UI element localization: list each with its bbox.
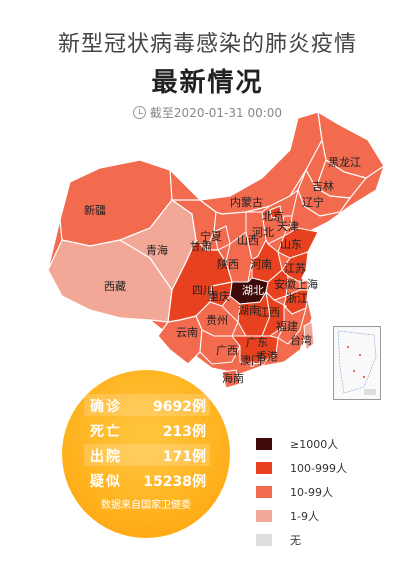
province-label-shanxi: 山西 bbox=[237, 234, 259, 247]
south-china-sea-islands bbox=[337, 330, 377, 395]
legend-label: 100-999人 bbox=[290, 462, 347, 475]
province-label-fujian: 福建 bbox=[276, 319, 298, 333]
province-label-xinjiang: 新疆 bbox=[84, 203, 106, 217]
stat-suspected: 疑似 15238例 bbox=[90, 474, 206, 490]
legend-label: 无 bbox=[290, 534, 301, 547]
province-label-anhui: 安徽 bbox=[274, 277, 296, 291]
clock-icon bbox=[132, 106, 146, 119]
stat-deaths: 死亡 213例 bbox=[90, 424, 206, 440]
province-guangxi bbox=[199, 329, 241, 365]
province-label-guizhou: 贵州 bbox=[206, 314, 228, 327]
stats-bar-confirmed bbox=[84, 394, 210, 416]
province-label-guangxi: 广西 bbox=[216, 344, 238, 357]
south-china-sea-inset bbox=[333, 326, 381, 400]
province-label-ningxia: 宁夏 bbox=[200, 229, 222, 243]
province-fujian bbox=[277, 304, 307, 345]
source-note: 数据来自国家卫健委 bbox=[101, 500, 191, 511]
province-jiangxi bbox=[261, 290, 287, 337]
legend-label: 1-9人 bbox=[290, 510, 319, 523]
province-guangdong bbox=[230, 335, 279, 365]
legend-swatch bbox=[256, 510, 272, 522]
province-label-hebei: 河北 bbox=[252, 226, 274, 239]
province-xizang bbox=[47, 239, 173, 323]
province-hongkong bbox=[258, 358, 266, 366]
page-title: 新型冠状病毒感染的肺炎疫情 bbox=[57, 32, 357, 57]
province-label-taiwan: 台湾 bbox=[290, 333, 312, 347]
province-label-jiangsu: 江苏 bbox=[284, 262, 306, 275]
province-label-shaanxi: 陕西 bbox=[217, 257, 239, 271]
province-tianjin bbox=[281, 215, 293, 229]
province-taiwan bbox=[303, 321, 315, 351]
province-label-jilin: 吉林 bbox=[312, 179, 334, 193]
province-label-neimenggu: 内蒙古 bbox=[230, 195, 263, 209]
province-label-macau: 澳门 bbox=[240, 353, 262, 367]
province-label-chongqing: 重庆 bbox=[208, 289, 230, 303]
province-neimenggu bbox=[198, 111, 323, 215]
stats-summary bbox=[62, 370, 230, 538]
province-label-zhejiang: 浙江 bbox=[286, 292, 308, 305]
province-label-hubei: 湖北 bbox=[242, 284, 264, 297]
legend-swatch bbox=[256, 462, 272, 474]
legend-label: ≥1000人 bbox=[290, 438, 339, 451]
stat-recovered: 出院 171例 bbox=[90, 449, 206, 465]
legend-label: 10-99人 bbox=[290, 486, 333, 499]
update-time: 截至2020-01-31 00:00 bbox=[0, 104, 415, 121]
province-label-xizang: 西藏 bbox=[104, 280, 126, 293]
province-label-qinghai: 青海 bbox=[146, 243, 168, 257]
province-label-hunan: 湖南 bbox=[238, 304, 260, 317]
stats-bar-recovered bbox=[84, 444, 210, 466]
province-label-henan: 河南 bbox=[250, 258, 272, 271]
province-label-sichuan: 四川 bbox=[192, 284, 214, 297]
province-label-hainan: 海南 bbox=[222, 371, 244, 385]
province-hainan bbox=[221, 369, 241, 389]
province-label-heilongjiang: 黑龙江 bbox=[328, 156, 361, 169]
province-label-tianjin: 天津 bbox=[277, 220, 299, 233]
timestamp-text: 截至2020-01-31 00:00 bbox=[149, 106, 283, 120]
province-label-beijing: 北京 bbox=[262, 209, 284, 223]
legend-swatch bbox=[256, 486, 272, 498]
province-label-gansu: 甘肃 bbox=[190, 240, 212, 253]
province-label-yunnan: 云南 bbox=[176, 326, 198, 339]
province-label-hongkong: 香港 bbox=[256, 350, 278, 363]
province-label-jiangxi: 江西 bbox=[258, 306, 280, 319]
legend-swatch bbox=[256, 438, 272, 450]
province-label-shandong: 山东 bbox=[280, 238, 302, 251]
province-liaoning bbox=[297, 168, 352, 217]
province-label-shanghai: 上海 bbox=[296, 277, 318, 291]
legend-swatch bbox=[256, 534, 272, 546]
page-subtitle: 最新情况 bbox=[151, 68, 264, 98]
province-macau bbox=[249, 361, 255, 367]
stat-confirmed: 确诊 9692例 bbox=[90, 399, 206, 415]
province-label-liaoning: 辽宁 bbox=[302, 195, 324, 209]
province-beijing bbox=[269, 205, 283, 219]
province-label-guangdong: 广东 bbox=[246, 336, 268, 349]
